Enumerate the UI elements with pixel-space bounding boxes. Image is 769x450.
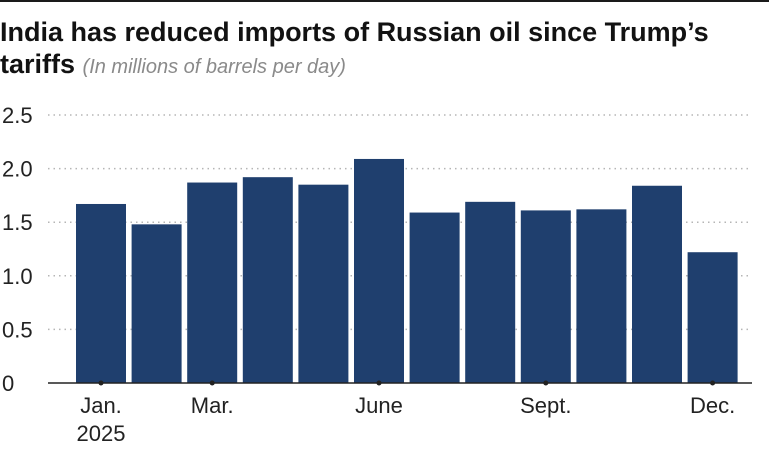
x-tick-label: Sept. <box>520 393 571 418</box>
y-tick-label: 2.0 <box>2 157 33 182</box>
bar <box>465 201 516 383</box>
x-tick-mark <box>543 380 549 386</box>
y-tick-label: 1.0 <box>2 264 33 289</box>
x-tick-mark <box>209 380 215 386</box>
x-tick-mark <box>98 380 104 386</box>
y-tick-label: 0 <box>2 371 14 396</box>
bar <box>632 185 682 383</box>
y-tick-label: 2.5 <box>2 103 33 128</box>
x-tick-label: Jan. <box>80 393 122 418</box>
bar <box>354 158 404 383</box>
chart-title: India has reduced imports of Russian oil… <box>0 16 760 83</box>
x-tick-label: Mar. <box>191 393 234 418</box>
bar <box>409 212 460 383</box>
bar <box>76 203 126 383</box>
x-tick-label: Dec. <box>690 393 735 418</box>
y-tick-label: 0.5 <box>2 317 33 342</box>
chart-subtitle: (In millions of barrels per day) <box>82 56 346 78</box>
x-tick-label-year: 2025 <box>77 421 126 446</box>
x-tick-mark <box>376 380 382 386</box>
chart-title-text: India has reduced imports of Russian oil… <box>0 17 709 79</box>
top-rule <box>0 0 769 2</box>
x-tick-label: June <box>355 393 403 418</box>
tick-labels: 0 0.5 1.0 1.5 2.0 2.5 Jan. 2025 Mar. June Sept. Dec… <box>2 103 735 446</box>
bar <box>242 177 293 383</box>
bar <box>520 210 571 383</box>
bar <box>298 184 349 383</box>
bar <box>687 252 738 383</box>
bar <box>187 182 238 383</box>
bar <box>576 209 627 383</box>
x-tick-mark <box>710 380 716 386</box>
axes <box>48 380 752 386</box>
bars <box>76 158 738 383</box>
bar <box>131 224 182 383</box>
y-tick-label: 1.5 <box>2 210 33 235</box>
